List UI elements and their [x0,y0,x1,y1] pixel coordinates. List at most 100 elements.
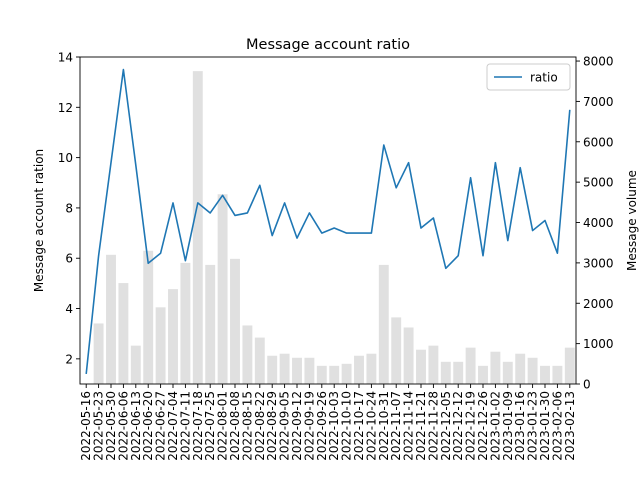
x-tick-label: 2022-11-14 [402,391,416,461]
x-tick-label: 2022-12-05 [439,391,453,461]
volume-bar [502,361,513,384]
plot-frame [79,56,577,385]
volume-bar [180,262,191,384]
volume-bar [515,353,526,384]
left-axis-label: Message account ration [32,149,46,292]
x-tick-label: 2022-08-01 [216,391,230,461]
chart-title: Message account ratio [246,37,410,53]
left-tick-label: 10 [58,151,73,165]
right-axis-label: Message volume [625,170,639,271]
x-tick-label: 2023-01-09 [501,391,515,461]
volume-bar [106,254,116,384]
volume-bar [93,323,104,384]
x-tick-label: 2022-10-10 [340,391,354,461]
x-tick-label: 2022-10-17 [352,391,366,461]
x-tick-label: 2023-01-30 [538,391,552,461]
x-tick-label: 2022-08-22 [253,391,267,461]
volume-bar [416,349,426,384]
volume-bar [564,347,575,384]
volume-bar [230,258,240,384]
legend-box [486,63,571,91]
volume-bar [366,353,377,384]
x-tick-label: 2022-12-19 [464,391,478,461]
x-tick-label: 2022-10-31 [377,391,391,461]
volume-bar [217,194,228,384]
x-tick-label: 2023-01-02 [488,391,502,461]
x-tick-label: 2022-11-07 [389,391,403,461]
x-tick-label: 2022-09-12 [290,391,304,461]
x-tick-label: 2022-12-26 [476,391,490,461]
volume-bar [143,250,154,384]
volume-bar [354,355,364,384]
volume-bar [192,71,203,384]
volume-bar [428,345,439,384]
legend: ratio [486,63,571,91]
volume-bar [453,361,464,384]
right-tick-label: 6000 [583,135,614,149]
x-tick-label: 2022-09-26 [315,391,329,461]
volume-bar [478,365,488,384]
left-tick-label: 6 [65,252,73,266]
right-tick-label: 5000 [583,176,614,190]
x-tick-label: 2022-10-03 [327,391,341,461]
x-tick-label: 2022-09-05 [278,391,292,461]
volume-bar [279,353,290,384]
x-tick-label: 2023-01-23 [526,391,540,461]
right-tick-label: 2000 [583,297,614,311]
volume-bar [205,264,216,384]
volume-bar [391,317,402,384]
x-tick-label: 2022-11-28 [426,391,440,461]
x-tick-label: 2022-08-15 [240,391,254,461]
x-tick-label: 2022-12-12 [451,391,465,461]
volume-bar [465,347,476,384]
volume-bar [403,327,414,384]
right-tick-label: 3000 [583,256,614,270]
volume-bar [130,345,141,384]
legend-label-ratio: ratio [530,71,558,85]
volume-bar [341,363,352,384]
volume-bar [490,351,501,384]
x-tick-label: 2022-07-11 [178,391,192,461]
line-series [85,68,571,375]
ratio-line [85,68,571,375]
right-tick-label: 0 [583,378,591,392]
x-tick-label: 2022-06-06 [116,391,130,461]
volume-bar [168,289,178,384]
x-tick-label: 2022-10-24 [364,391,378,461]
x-tick-label: 2022-09-19 [302,391,316,461]
right-tick-label: 8000 [583,55,614,69]
axes: 2 4 6 8 10 12 14 0 1000 2000 3000 4000 5000 6000 7000 8… [32,51,639,461]
volume-bar [552,365,563,384]
x-tick-label: 2022-08-08 [228,391,242,461]
volume-bar [242,325,253,384]
bar-series [93,71,575,384]
volume-bar [440,361,451,384]
volume-bar [155,307,166,384]
left-tick-label: 12 [58,101,73,115]
x-tick-label: 2022-08-29 [265,391,279,461]
x-tick-label: 2023-02-06 [550,391,564,461]
x-tick-label: 2022-06-13 [129,391,143,461]
x-tick-label: 2022-11-21 [414,391,428,461]
x-tick-label: 2023-02-13 [563,391,577,461]
x-tick-label: 2022-05-16 [79,391,93,461]
volume-bar [254,337,265,384]
x-tick-label: 2022-06-27 [154,391,168,461]
left-tick-label: 8 [65,201,73,215]
volume-bar [292,357,302,384]
volume-bar [304,357,315,384]
volume-bar [267,355,278,384]
x-tick-label: 2022-07-25 [203,391,217,461]
x-tick-label: 2023-01-16 [513,391,527,461]
left-tick-label: 2 [65,352,73,366]
x-tick-label: 2022-05-30 [104,391,118,461]
right-tick-label: 1000 [583,337,614,351]
volume-bar [118,283,129,384]
volume-bar [316,365,327,384]
x-tick-label: 2022-06-20 [141,391,155,461]
right-tick-label: 7000 [583,95,614,109]
volume-bar [540,365,550,384]
x-tick-label: 2022-07-04 [166,391,180,461]
left-tick-label: 14 [58,51,73,65]
